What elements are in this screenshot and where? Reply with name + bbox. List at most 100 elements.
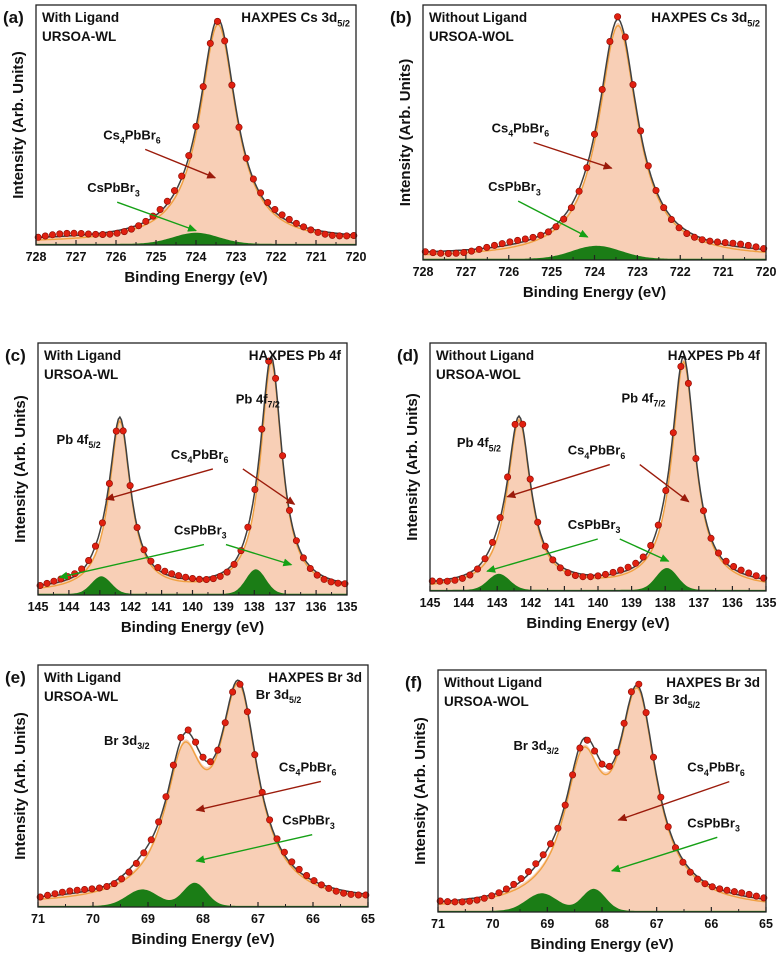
data-point [614, 13, 622, 21]
chart-title-part: HAXPES Cs 3d [241, 10, 337, 25]
sample-label: With Ligand [44, 670, 121, 685]
peak-label-br-3d32-part: Br 3d [513, 738, 546, 753]
data-point [310, 877, 318, 885]
data-point [155, 818, 163, 826]
peak-label-br-3d52: Br 3d5/2 [256, 687, 302, 705]
data-point [760, 574, 768, 582]
arrow-main [242, 468, 296, 505]
data-point [177, 733, 185, 741]
x-tick-label: 70 [86, 912, 100, 926]
data-point [569, 771, 577, 779]
compound-label-minor-part: CsPbBr [282, 813, 330, 828]
data-point [730, 888, 738, 896]
data-point [737, 240, 745, 248]
chart-title: HAXPES Cs 3d5/2 [651, 10, 760, 28]
data-point [112, 427, 120, 435]
data-point [292, 219, 300, 227]
data-point [73, 886, 81, 894]
data-point [340, 889, 348, 897]
data-point [48, 231, 56, 239]
x-tick-label: 65 [361, 912, 375, 926]
chart-panel-e: 71 70 69 68 67 66 65 Binding Energy (eV) Intensi… [5, 664, 375, 948]
data-point [684, 379, 692, 387]
arrow-main [506, 463, 610, 499]
data-point [199, 753, 207, 761]
sample-label: With Ligand [44, 348, 121, 363]
data-point [451, 898, 459, 906]
data-point [586, 573, 594, 581]
data-point [624, 563, 632, 571]
data-point [744, 241, 752, 249]
data-point [184, 726, 192, 734]
data-point [475, 245, 483, 253]
arrow-minor [517, 200, 589, 238]
compound-label-main-part: 4 [508, 129, 513, 139]
data-point [221, 37, 229, 45]
data-point [56, 230, 64, 238]
chart-title-part: HAXPES Pb 4f [668, 348, 761, 363]
data-point [502, 885, 510, 893]
compound-label-minor: CsPbBr3 [568, 517, 621, 535]
chart-panel-d: 145 144 143 142 141 140 139 138 137 136 135 Binding… [397, 342, 776, 632]
x-tick-label: 725 [146, 250, 167, 264]
data-point [571, 571, 579, 579]
data-point [126, 482, 134, 490]
y-axis-label: Intensity (Arb. Units) [10, 51, 27, 199]
data-point [498, 240, 506, 248]
x-tick-label: 137 [275, 600, 296, 614]
envelope-area [438, 685, 766, 912]
x-tick-label: 726 [106, 250, 127, 264]
compound-label-main-part: PbBr [513, 121, 544, 136]
compound-label-main-part: PbBr [300, 759, 331, 774]
data-point [737, 566, 745, 574]
data-point [458, 898, 466, 906]
sample-id-label: URSOA-WL [44, 689, 118, 704]
data-point [228, 81, 236, 89]
data-point [567, 204, 575, 212]
peak-label-pb-4f72-part: 7/2 [653, 399, 665, 409]
sample-id-label: URSOA-WOL [444, 694, 529, 709]
peak-label-pb-4f72: Pb 4f7/2 [236, 391, 280, 409]
data-point [189, 574, 197, 582]
x-axis-label: Binding Energy (eV) [530, 936, 673, 953]
data-point [714, 549, 722, 557]
data-point [161, 567, 169, 575]
data-point [132, 859, 140, 867]
data-point [617, 566, 625, 574]
data-point [444, 250, 452, 258]
data-point [230, 560, 238, 568]
data-point [279, 452, 287, 460]
data-point [679, 858, 687, 866]
sample-id-label: URSOA-WOL [429, 29, 514, 44]
x-tick-label: 720 [346, 250, 367, 264]
data-point [51, 890, 59, 898]
fit-line [429, 355, 767, 583]
compound-label-main-part: 6 [620, 451, 625, 461]
data-point [185, 152, 193, 160]
chart-title-part: HAXPES Br 3d [268, 670, 362, 685]
data-point [320, 575, 328, 583]
data-point [44, 891, 52, 899]
compound-label-minor: CsPbBr3 [87, 180, 140, 198]
compound-label-main-part: Cs [171, 447, 188, 462]
data-point [271, 206, 279, 214]
compound-label-main-part: 6 [332, 768, 337, 778]
data-point [258, 425, 266, 433]
data-point [66, 887, 74, 895]
data-point [627, 688, 635, 696]
data-point [125, 868, 133, 876]
x-tick-label: 66 [306, 912, 320, 926]
data-point [214, 17, 222, 25]
y-axis-label: Intensity (Arb. Units) [397, 59, 414, 207]
data-point [537, 231, 545, 239]
data-point [119, 427, 127, 435]
minor-component-area [423, 245, 766, 260]
data-point [199, 83, 207, 91]
data-point [686, 868, 694, 876]
data-point [106, 230, 114, 238]
data-point [273, 835, 281, 843]
data-point [169, 761, 177, 769]
compound-label-main-part: 4 [704, 768, 709, 778]
data-point [272, 374, 280, 382]
chart-title-part: HAXPES Cs 3d [651, 10, 747, 25]
